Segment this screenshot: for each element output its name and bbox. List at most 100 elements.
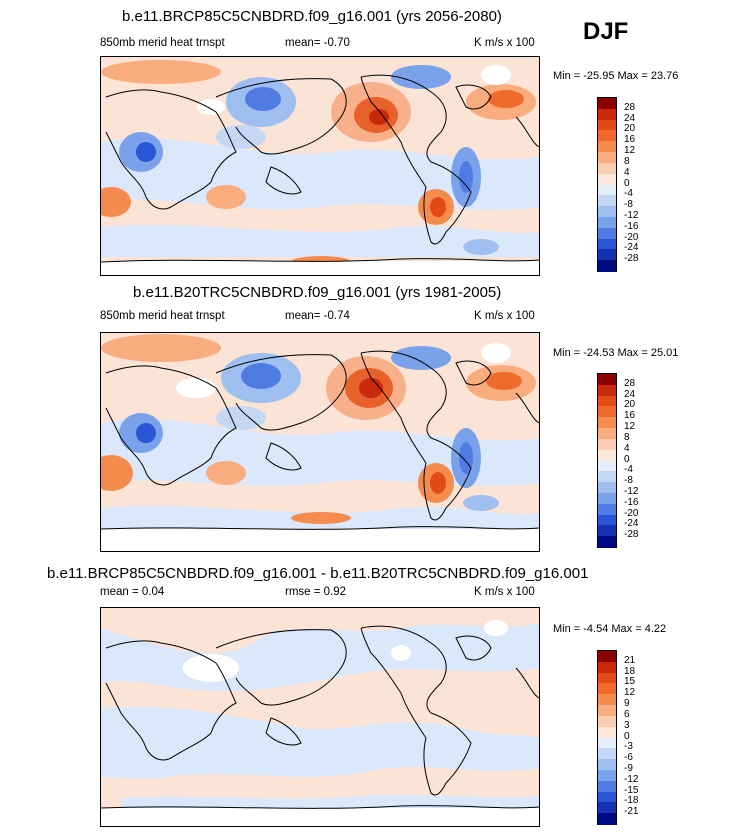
panel3-title: b.e11.BRCP85C5CNBDRD.f09_g16.001 - b.e11… [47, 565, 589, 582]
colorbar-tick-label: -12 [624, 773, 639, 785]
colorbar-swatch [598, 119, 616, 131]
colorbar-swatch [598, 791, 616, 803]
colorbar-tick-label: 20 [624, 123, 636, 135]
colorbar-tick-label: -16 [624, 220, 639, 232]
colorbar-swatch [598, 769, 616, 782]
colorbar-swatch [598, 661, 616, 674]
colorbar-swatch [598, 802, 616, 814]
colorbar-tick-label: -9 [624, 762, 633, 774]
colorbar-tick-label: 16 [624, 410, 636, 422]
panel1-contour-plot [101, 57, 539, 275]
colorbar-tick-label: 20 [624, 399, 636, 411]
colorbar-tick-label: 21 [624, 654, 636, 666]
colorbar-swatch [598, 417, 616, 429]
colorbar-tick-label: 0 [624, 177, 630, 189]
colorbar-swatch [598, 748, 616, 760]
colorbar-tick-label: 3 [624, 719, 630, 731]
colorbar-tick-label: 28 [624, 377, 636, 389]
colorbar-tick-label: 8 [624, 431, 630, 443]
colorbar-tick-label: -4 [624, 464, 633, 476]
colorbar-tick-label: -24 [624, 518, 639, 530]
colorbar-tick-label: -4 [624, 188, 633, 200]
colorbar-swatch [598, 395, 616, 407]
panel3-units-label: K m/s x 100 [474, 586, 535, 598]
colorbar-swatch [598, 428, 616, 440]
panel1-colorbar [597, 97, 617, 272]
colorbar-tick-label: -16 [624, 496, 639, 508]
panel2-colorbar [597, 373, 617, 548]
colorbar-swatch [598, 141, 616, 153]
panel1-map [100, 56, 540, 276]
colorbar-swatch [598, 715, 616, 728]
panel1-variable-label: 850mb merid heat trnspt [100, 37, 225, 49]
colorbar-swatch [598, 482, 616, 494]
colorbar-tick-label: -6 [624, 752, 633, 764]
colorbar-swatch [598, 651, 616, 663]
colorbar-tick-label: -8 [624, 475, 633, 487]
colorbar-swatch [598, 374, 616, 386]
colorbar-swatch [598, 726, 616, 738]
colorbar-tick-label: -21 [624, 806, 639, 818]
colorbar-swatch [598, 780, 616, 793]
colorbar-tick-label: -12 [624, 209, 639, 221]
panel1-mean-label: mean= -0.70 [285, 37, 350, 49]
colorbar-tick-label: 9 [624, 698, 630, 710]
colorbar-tick-label: 4 [624, 166, 630, 178]
colorbar-swatch [598, 173, 616, 185]
colorbar-swatch [598, 460, 616, 472]
colorbar-tick-label: -20 [624, 507, 639, 519]
colorbar-tick-label: 24 [624, 388, 636, 400]
colorbar-swatch [598, 694, 616, 706]
colorbar-tick-label: 24 [624, 112, 636, 124]
colorbar-tick-label: 18 [624, 665, 636, 677]
colorbar-tick-label: 12 [624, 687, 636, 699]
colorbar-swatch [598, 759, 616, 771]
colorbar-swatch [598, 813, 616, 825]
colorbar-swatch [598, 98, 616, 110]
colorbar-swatch [598, 384, 616, 397]
colorbar-tick-label: 4 [624, 442, 630, 454]
season-label: DJF [583, 18, 629, 45]
colorbar-swatch [598, 705, 616, 717]
colorbar-swatch [598, 449, 616, 461]
colorbar-swatch [598, 108, 616, 121]
colorbar-tick-label: -28 [624, 253, 639, 265]
colorbar-swatch [598, 406, 616, 418]
panel2-minmax: Min = -24.53 Max = 25.01 [553, 347, 679, 359]
colorbar-tick-label: 16 [624, 134, 636, 146]
panel2-title: b.e11.B20TRC5CNBDRD.f09_g16.001 (yrs 198… [133, 284, 502, 301]
colorbar-swatch [598, 260, 616, 272]
colorbar-swatch [598, 737, 616, 749]
colorbar-tick-label: 12 [624, 145, 636, 157]
colorbar-swatch [598, 238, 616, 250]
colorbar-tick-label: 8 [624, 155, 630, 167]
colorbar-swatch [598, 195, 616, 207]
panel2-mean-label: mean= -0.74 [285, 310, 350, 322]
panel3-minmax: Min = -4.54 Max = 4.22 [553, 623, 667, 635]
panel2-variable-label: 850mb merid heat trnspt [100, 310, 225, 322]
colorbar-tick-label: 15 [624, 676, 636, 688]
colorbar-swatch [598, 206, 616, 218]
colorbar-swatch [598, 438, 616, 451]
panel2-map [100, 332, 540, 552]
panel3-colorbar [597, 650, 617, 825]
colorbar-swatch [598, 152, 616, 164]
colorbar-swatch [598, 130, 616, 142]
colorbar-tick-label: 6 [624, 708, 630, 720]
colorbar-tick-label: -3 [624, 741, 633, 753]
colorbar-swatch [598, 492, 616, 505]
panel1-title: b.e11.BRCP85C5CNBDRD.f09_g16.001 (yrs 20… [122, 8, 502, 25]
colorbar-tick-label: -18 [624, 795, 639, 807]
panel1-units-label: K m/s x 100 [474, 37, 535, 49]
colorbar-swatch [598, 471, 616, 483]
colorbar-tick-label: -12 [624, 485, 639, 497]
panel2-contour-plot [101, 333, 539, 551]
colorbar-tick-label: -28 [624, 529, 639, 541]
colorbar-tick-label: -20 [624, 231, 639, 243]
colorbar-swatch [598, 184, 616, 196]
colorbar-swatch [598, 162, 616, 175]
colorbar-swatch [598, 514, 616, 526]
colorbar-tick-label: 28 [624, 101, 636, 113]
colorbar-swatch [598, 683, 616, 695]
colorbar-tick-label: 12 [624, 421, 636, 433]
